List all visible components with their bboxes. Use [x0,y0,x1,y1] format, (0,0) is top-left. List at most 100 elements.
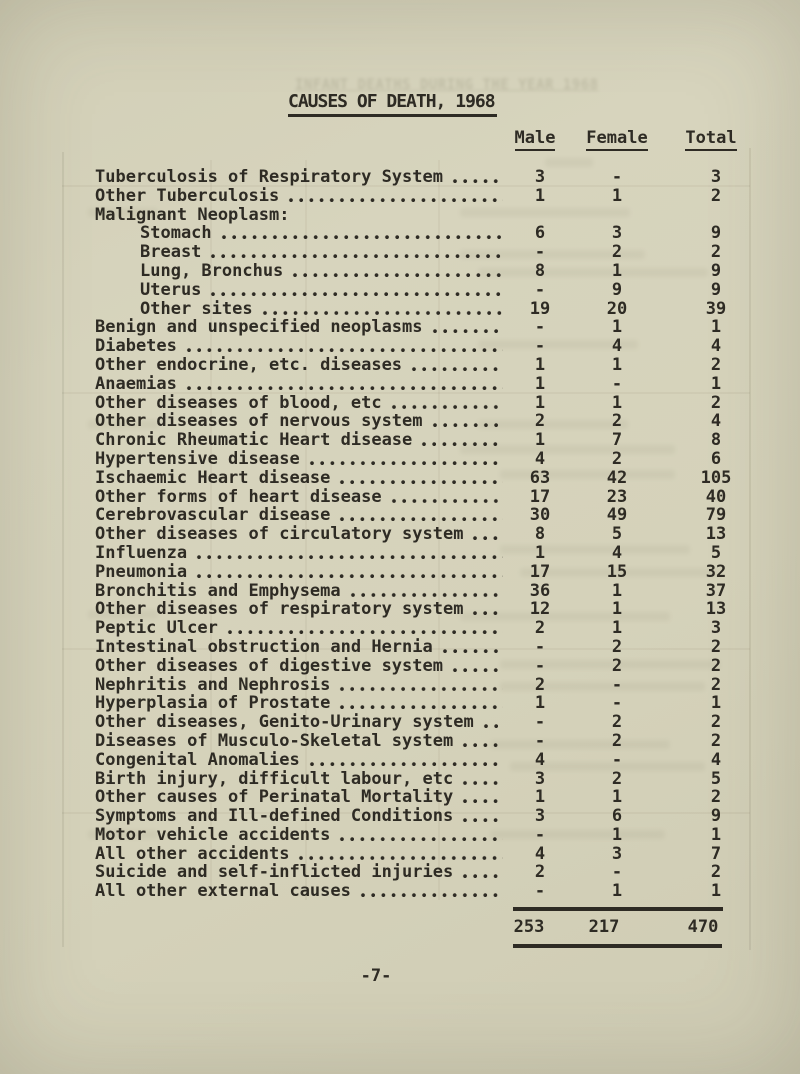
row-label-cell: Intestinal obstruction and Hernia [95,637,510,657]
row-value-total: 2 [710,636,722,657]
dot-leader [429,318,503,338]
row-value-female: 1 [611,185,623,206]
row-value-total: 39 [705,298,727,319]
dot-leader [296,844,503,864]
row-label-cell: Other endocrine, etc. diseases [95,355,510,375]
row-label-cell: Congenital Anomalies [95,750,510,770]
table-row: Other forms of heart disease 17 23 40 [95,486,746,507]
row-value-male [510,206,570,225]
row-value-total: 40 [705,486,727,507]
total-female: 217 [588,917,620,937]
row-value-male: 36 [529,580,551,601]
table-row: Chronic Rheumatic Heart disease 1 7 8 [95,431,746,450]
row-value-female: - [611,167,623,187]
row-value-female: 2 [611,448,623,469]
row-value-total: 1 [710,824,722,845]
row-value-total: 4 [710,749,722,770]
table-row: Cerebrovascular disease 30 49 79 [95,506,746,526]
dot-leader [183,374,503,394]
dot-leader [337,694,503,714]
table-row: Diabetes - 4 4 [95,337,746,356]
dot-leader [306,750,503,770]
page-title: CAUSES OF DEATH, 1968 [288,92,497,117]
row-label-cell: Hypertensive disease [95,449,510,469]
row-label-cell: Other forms of heart disease [95,487,510,507]
row-value-male: 2 [534,862,546,883]
table-row: Other Tuberculosis 1 1 2 [95,187,746,206]
row-label-cell: Symptoms and Ill-defined Conditions [95,807,510,826]
row-value-female: 2 [611,242,623,263]
row-label: Bronchitis and Emphysema [95,581,341,601]
row-value-male: 6 [534,223,546,244]
row-label-cell: Other sites [95,299,510,319]
row-value-female [587,206,647,225]
table-row: Diseases of Musculo-Skeletal system - 2 … [95,732,746,751]
row-value-female: 1 [611,260,623,281]
row-value-total: 1 [710,881,722,902]
row-label: Cerebrovascular disease [95,506,331,526]
row-value-female: 4 [611,542,623,563]
table-row: Uterus - 9 9 [95,281,746,300]
row-label-cell: Chronic Rheumatic Heart disease [95,431,510,450]
table-row: Lung, Bronchus 8 1 9 [95,262,746,281]
row-value-female: 9 [611,279,623,300]
row-label-cell: All other accidents [95,844,510,864]
row-value-female: 1 [611,787,623,808]
dot-leader [409,355,503,375]
row-value-male: 17 [529,486,551,507]
row-label-cell: Other diseases of nervous system [95,412,510,432]
row-value-male: 4 [534,843,546,864]
row-value-female: 1 [611,618,623,639]
row-label-cell: Pneumonia [95,562,510,582]
row-label-cell: Nephritis and Nephrosis [95,675,510,695]
row-value-male: 1 [534,542,546,563]
row-value-male: 8 [534,260,546,281]
dot-leader [224,619,503,638]
row-value-total: 9 [710,279,722,300]
dot-leader [306,449,503,469]
table-row: Other diseases of blood, etc 1 1 2 [95,393,746,413]
dot-leader [460,731,503,751]
row-value-female: 2 [611,636,623,657]
row-value-male: 3 [534,806,546,827]
row-label-cell: Benign and unspecified neoplasms [95,318,510,338]
row-label-cell: Uterus [95,280,510,300]
row-label: Pneumonia [95,562,188,582]
dot-leader [259,299,503,319]
row-value-female: - [611,862,623,883]
row-label-cell: Anaemias [95,374,510,394]
row-value-male: - [534,336,546,357]
row-label: Peptic Ulcer [95,619,218,638]
dot-leader [460,863,503,883]
table-row: Bronchitis and Emphysema 36 1 37 [95,580,746,601]
row-value-female: 42 [606,467,628,488]
row-label: Other diseases, Genito-Urinary system [95,713,474,732]
table-row: Intestinal obstruction and Hernia - 2 2 [95,638,746,657]
dot-leader [218,224,503,244]
row-label-cell: Stomach [95,224,510,244]
dot-leader [388,393,503,413]
row-label-cell: Peptic Ulcer [95,619,510,638]
row-value-male: 4 [534,448,546,469]
row-label: Other causes of Perinatal Mortality [95,788,454,808]
row-label-cell: Birth injury, difficult labour, etc [95,769,510,789]
row-value-total: 2 [710,354,722,375]
row-value-male: 2 [534,674,546,695]
row-value-male: - [534,824,546,845]
total-male: 253 [513,917,545,937]
dot-leader [208,243,503,262]
row-label-cell: Cerebrovascular disease [95,506,510,526]
row-value-female: 1 [611,354,623,375]
row-value-total: 1 [710,373,722,394]
dot-leader [460,769,503,789]
row-value-female: 1 [611,824,623,845]
row-value-female: 5 [611,524,623,545]
table-row: Other diseases of respiratory system 12 … [95,600,746,620]
row-label-cell: Diseases of Musculo-Skeletal system [95,731,510,751]
table-row: Ischaemic Heart disease 63 42 105 [95,469,746,488]
row-value-total: 13 [705,524,727,545]
table-row: Congenital Anomalies 4 - 4 [95,751,746,770]
row-label: Uterus [140,280,202,300]
dot-leader [337,506,503,526]
row-value-male: 8 [534,524,546,545]
